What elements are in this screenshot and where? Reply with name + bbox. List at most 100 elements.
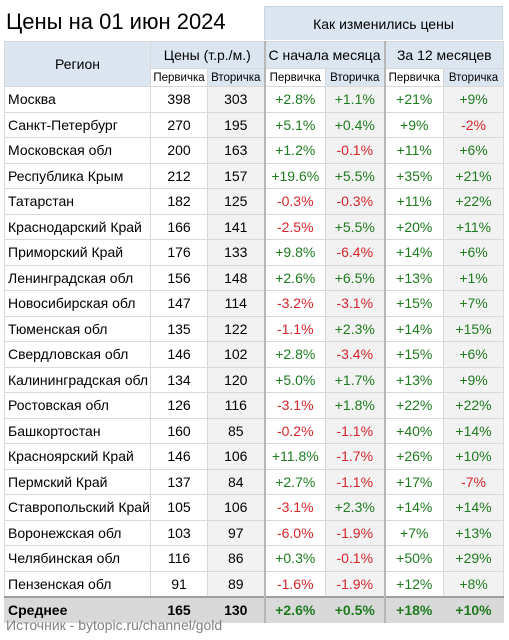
secondary-price-cell: 97	[206, 519, 266, 546]
month-secondary-change-cell: +1.1%	[325, 86, 386, 113]
year-secondary-change-cell: +29%	[443, 545, 505, 572]
month-secondary-change-cell: +1.8%	[325, 392, 386, 419]
table-row: Башкортостан 160 85 -0.2% -1.1% +40% +14%	[4, 417, 505, 444]
region-cell: Ставропольский Край	[4, 494, 151, 521]
secondary-price-cell: 114	[206, 290, 266, 317]
primary-price-cell: 137	[150, 468, 208, 495]
year-secondary-change-cell: +6%	[443, 239, 505, 266]
primary-price-cell: 91	[150, 570, 208, 598]
month-secondary-change-cell: -1.9%	[325, 519, 386, 546]
month-secondary-change-cell: -0.1%	[325, 545, 386, 572]
year-primary-change-cell: +21%	[383, 86, 445, 113]
table-row: Пермский Край 137 84 +2.7% -1.1% +17% -7%	[4, 468, 505, 495]
table-row: Московская обл 200 163 +1.2% -0.1% +11% +6%	[4, 137, 505, 164]
year-primary-change-cell: +22%	[383, 392, 445, 419]
year-secondary-change-cell: +7%	[443, 290, 505, 317]
source-note: Источник - bytopic.ru/channel/gold	[6, 617, 223, 633]
year-primary-change-cell: +18%	[383, 596, 445, 623]
year-primary-change-cell: +11%	[383, 137, 445, 164]
table-row: Воронежская обл 103 97 -6.0% -1.9% +7% +13%	[4, 519, 505, 546]
secondary-price-cell: 116	[206, 392, 266, 419]
secondary-price-cell: 157	[206, 162, 266, 189]
prices-table: Регион Цены (т.р./м.) С начала месяца За…	[4, 41, 505, 623]
month-primary-change-cell: +1.2%	[263, 137, 327, 164]
year-secondary-change-cell: +10%	[443, 596, 505, 623]
table-row: Ленинградская обл 156 148 +2.6% +6.5% +13% +1%	[4, 264, 505, 291]
secondary-price-cell: 133	[206, 239, 266, 266]
region-cell: Республика Крым	[4, 162, 151, 189]
primary-price-cell: 126	[150, 392, 208, 419]
primary-price-cell: 166	[150, 213, 208, 240]
secondary-price-cell: 86	[206, 545, 266, 572]
month-primary-change-cell: +11.8%	[263, 443, 327, 470]
year-secondary-change-cell: +13%	[443, 519, 505, 546]
year-primary-change-cell: +15%	[383, 341, 445, 368]
table-row: Пензенская обл 91 89 -1.6% -1.9% +12% +8%	[4, 570, 505, 598]
month-secondary-change-cell: -1.1%	[325, 468, 386, 495]
primary-price-cell: 105	[150, 494, 208, 521]
table-row: Москва 398 303 +2.8% +1.1% +21% +9%	[4, 86, 505, 113]
secondary-price-cell: 102	[206, 341, 266, 368]
year-primary-change-cell: +9%	[383, 111, 445, 138]
year-secondary-change-cell: +6%	[443, 137, 505, 164]
primary-header: Первичка	[383, 68, 445, 87]
month-primary-change-cell: +5.0%	[263, 366, 327, 393]
table-row: Краснодарский Край 166 141 -2.5% +5.5% +20% +1…	[4, 213, 505, 240]
primary-price-cell: 156	[150, 264, 208, 291]
year-secondary-change-cell: -7%	[443, 468, 505, 495]
region-cell: Ростовская обл	[4, 392, 151, 419]
table-row: Приморский Край 176 133 +9.8% -6.4% +14% +6%	[4, 239, 505, 266]
secondary-price-cell: 130	[206, 596, 266, 623]
region-cell: Татарстан	[4, 188, 151, 215]
year-primary-change-cell: +7%	[383, 519, 445, 546]
region-cell: Челябинская обл	[4, 545, 151, 572]
table-row: Красноярский Край 146 106 +11.8% -1.7% +26% +1…	[4, 443, 505, 470]
table-row: Калининградская обл 134 120 +5.0% +1.7% +13% +…	[4, 366, 505, 393]
month-primary-change-cell: -3.2%	[263, 290, 327, 317]
secondary-price-cell: 148	[206, 264, 266, 291]
region-cell: Башкортостан	[4, 417, 151, 444]
year-primary-change-cell: +35%	[383, 162, 445, 189]
secondary-price-cell: 125	[206, 188, 266, 215]
year-primary-change-cell: +11%	[383, 188, 445, 215]
secondary-price-cell: 195	[206, 111, 266, 138]
secondary-price-cell: 120	[206, 366, 266, 393]
year-primary-change-cell: +50%	[383, 545, 445, 572]
year-primary-change-cell: +13%	[383, 264, 445, 291]
since-month-header: С начала месяца	[263, 41, 386, 69]
header-row-2: Первичка Вторичка Первичка Вторичка Перв…	[5, 68, 505, 87]
table-row: Челябинская обл 116 86 +0.3% -0.1% +50% +29%	[4, 545, 505, 572]
month-primary-change-cell: -6.0%	[263, 519, 327, 546]
month-secondary-change-cell: -0.1%	[325, 137, 386, 164]
year-primary-change-cell: +15%	[383, 290, 445, 317]
year-secondary-change-cell: +15%	[443, 315, 505, 342]
secondary-price-cell: 89	[206, 570, 266, 598]
table-row: Татарстан 182 125 -0.3% -0.3% +11% +22%	[4, 188, 505, 215]
year-primary-change-cell: +14%	[383, 494, 445, 521]
primary-price-cell: 270	[150, 111, 208, 138]
twelve-months-header: За 12 месяцев	[383, 41, 505, 69]
month-primary-change-cell: +19.6%	[263, 162, 327, 189]
prices-header: Цены (т.р./м.)	[149, 41, 266, 69]
year-secondary-change-cell: +9%	[443, 86, 505, 113]
region-cell: Московская обл	[4, 137, 151, 164]
month-secondary-change-cell: +2.3%	[325, 315, 386, 342]
region-cell: Москва	[4, 86, 151, 113]
table-row: Санкт-Петербург 270 195 +5.1% +0.4% +9% -2%	[4, 111, 505, 138]
month-primary-change-cell: +2.8%	[263, 341, 327, 368]
table-row: Ставропольский Край 105 106 -3.1% +2.3% +14% +…	[4, 494, 505, 521]
year-secondary-change-cell: +6%	[443, 341, 505, 368]
month-primary-change-cell: +2.7%	[263, 468, 327, 495]
month-primary-change-cell: -3.1%	[263, 494, 327, 521]
year-primary-change-cell: +17%	[383, 468, 445, 495]
primary-price-cell: 398	[150, 86, 208, 113]
table-row: Новосибирская обл 147 114 -3.2% -3.1% +15% +7%	[4, 290, 505, 317]
month-secondary-change-cell: +5.5%	[325, 213, 386, 240]
header-row-1: Регион Цены (т.р./м.) С начала месяца За…	[4, 41, 505, 87]
region-cell: Пензенская обл	[4, 570, 151, 598]
table-row: Ростовская обл 126 116 -3.1% +1.8% +22% +22%	[4, 392, 505, 419]
year-primary-change-cell: +20%	[383, 213, 445, 240]
month-primary-change-cell: -1.6%	[263, 570, 327, 598]
month-primary-change-cell: +9.8%	[263, 239, 327, 266]
year-secondary-change-cell: +8%	[443, 570, 505, 598]
